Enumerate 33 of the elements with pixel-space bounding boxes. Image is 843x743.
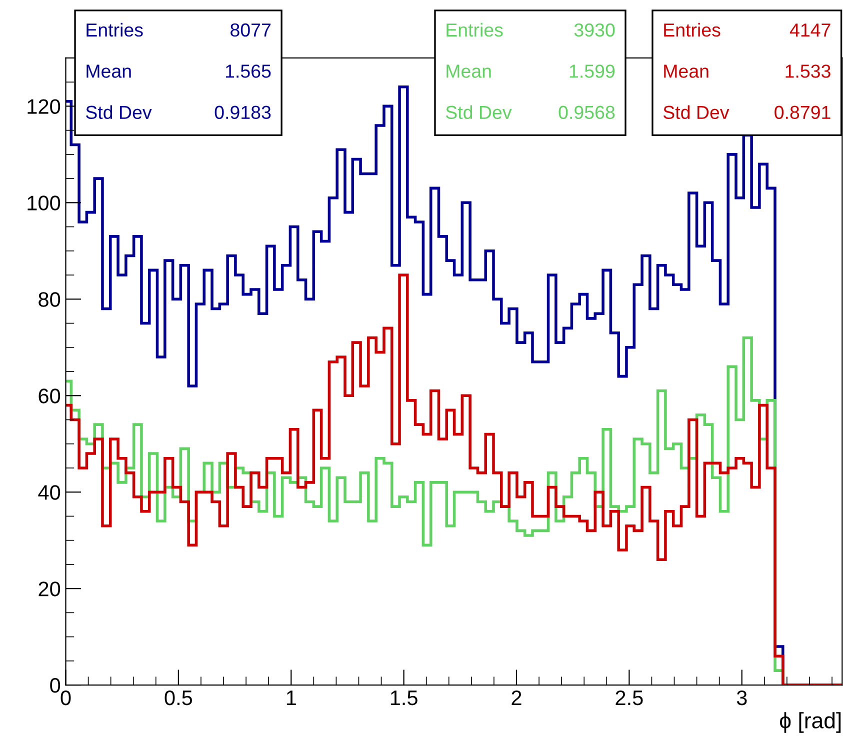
x-axis-title: ϕ [rad] xyxy=(780,712,841,733)
text: 3930 xyxy=(574,23,615,37)
x-tick-label: 2.5 xyxy=(616,690,643,706)
y-tick-label: 60 xyxy=(38,388,60,404)
x-tick-label: 0 xyxy=(60,690,71,706)
y-tick-label: 100 xyxy=(28,196,60,210)
annotation: Mean xyxy=(86,64,131,78)
x-tick-label: 1.5 xyxy=(390,690,418,706)
y-tick-label: 20 xyxy=(38,582,60,596)
annotation: Mean xyxy=(664,64,708,78)
text: Entries xyxy=(446,22,503,37)
annotation: 0.8791 xyxy=(774,106,830,120)
annotation: 1.599 xyxy=(570,64,615,78)
annotation: Std Dev xyxy=(86,105,152,120)
annotation: 1.565 xyxy=(226,64,271,78)
x-tick-label: 3 xyxy=(736,690,747,706)
x-tick-label: 1 xyxy=(286,690,296,706)
text: Entries xyxy=(664,22,720,37)
y-tick-label: 120 xyxy=(28,99,60,114)
x-tick-label: 2 xyxy=(512,690,522,706)
text: 8077 xyxy=(230,23,271,37)
annotation: Mean xyxy=(446,64,491,78)
annotation: 0.9183 xyxy=(214,106,271,120)
annotation: 0.9568 xyxy=(558,106,615,120)
y-tick-label: 80 xyxy=(38,292,60,307)
x-tick-label: 0.5 xyxy=(164,690,192,706)
annotation: 1.533 xyxy=(786,64,830,78)
text: Entries xyxy=(86,22,143,37)
annotation: Std Dev xyxy=(446,105,512,120)
text: 4147 xyxy=(790,24,830,36)
annotation: Std Dev xyxy=(663,105,730,120)
y-tick-label: 40 xyxy=(38,485,60,500)
y-tick-label: 0 xyxy=(50,678,60,693)
